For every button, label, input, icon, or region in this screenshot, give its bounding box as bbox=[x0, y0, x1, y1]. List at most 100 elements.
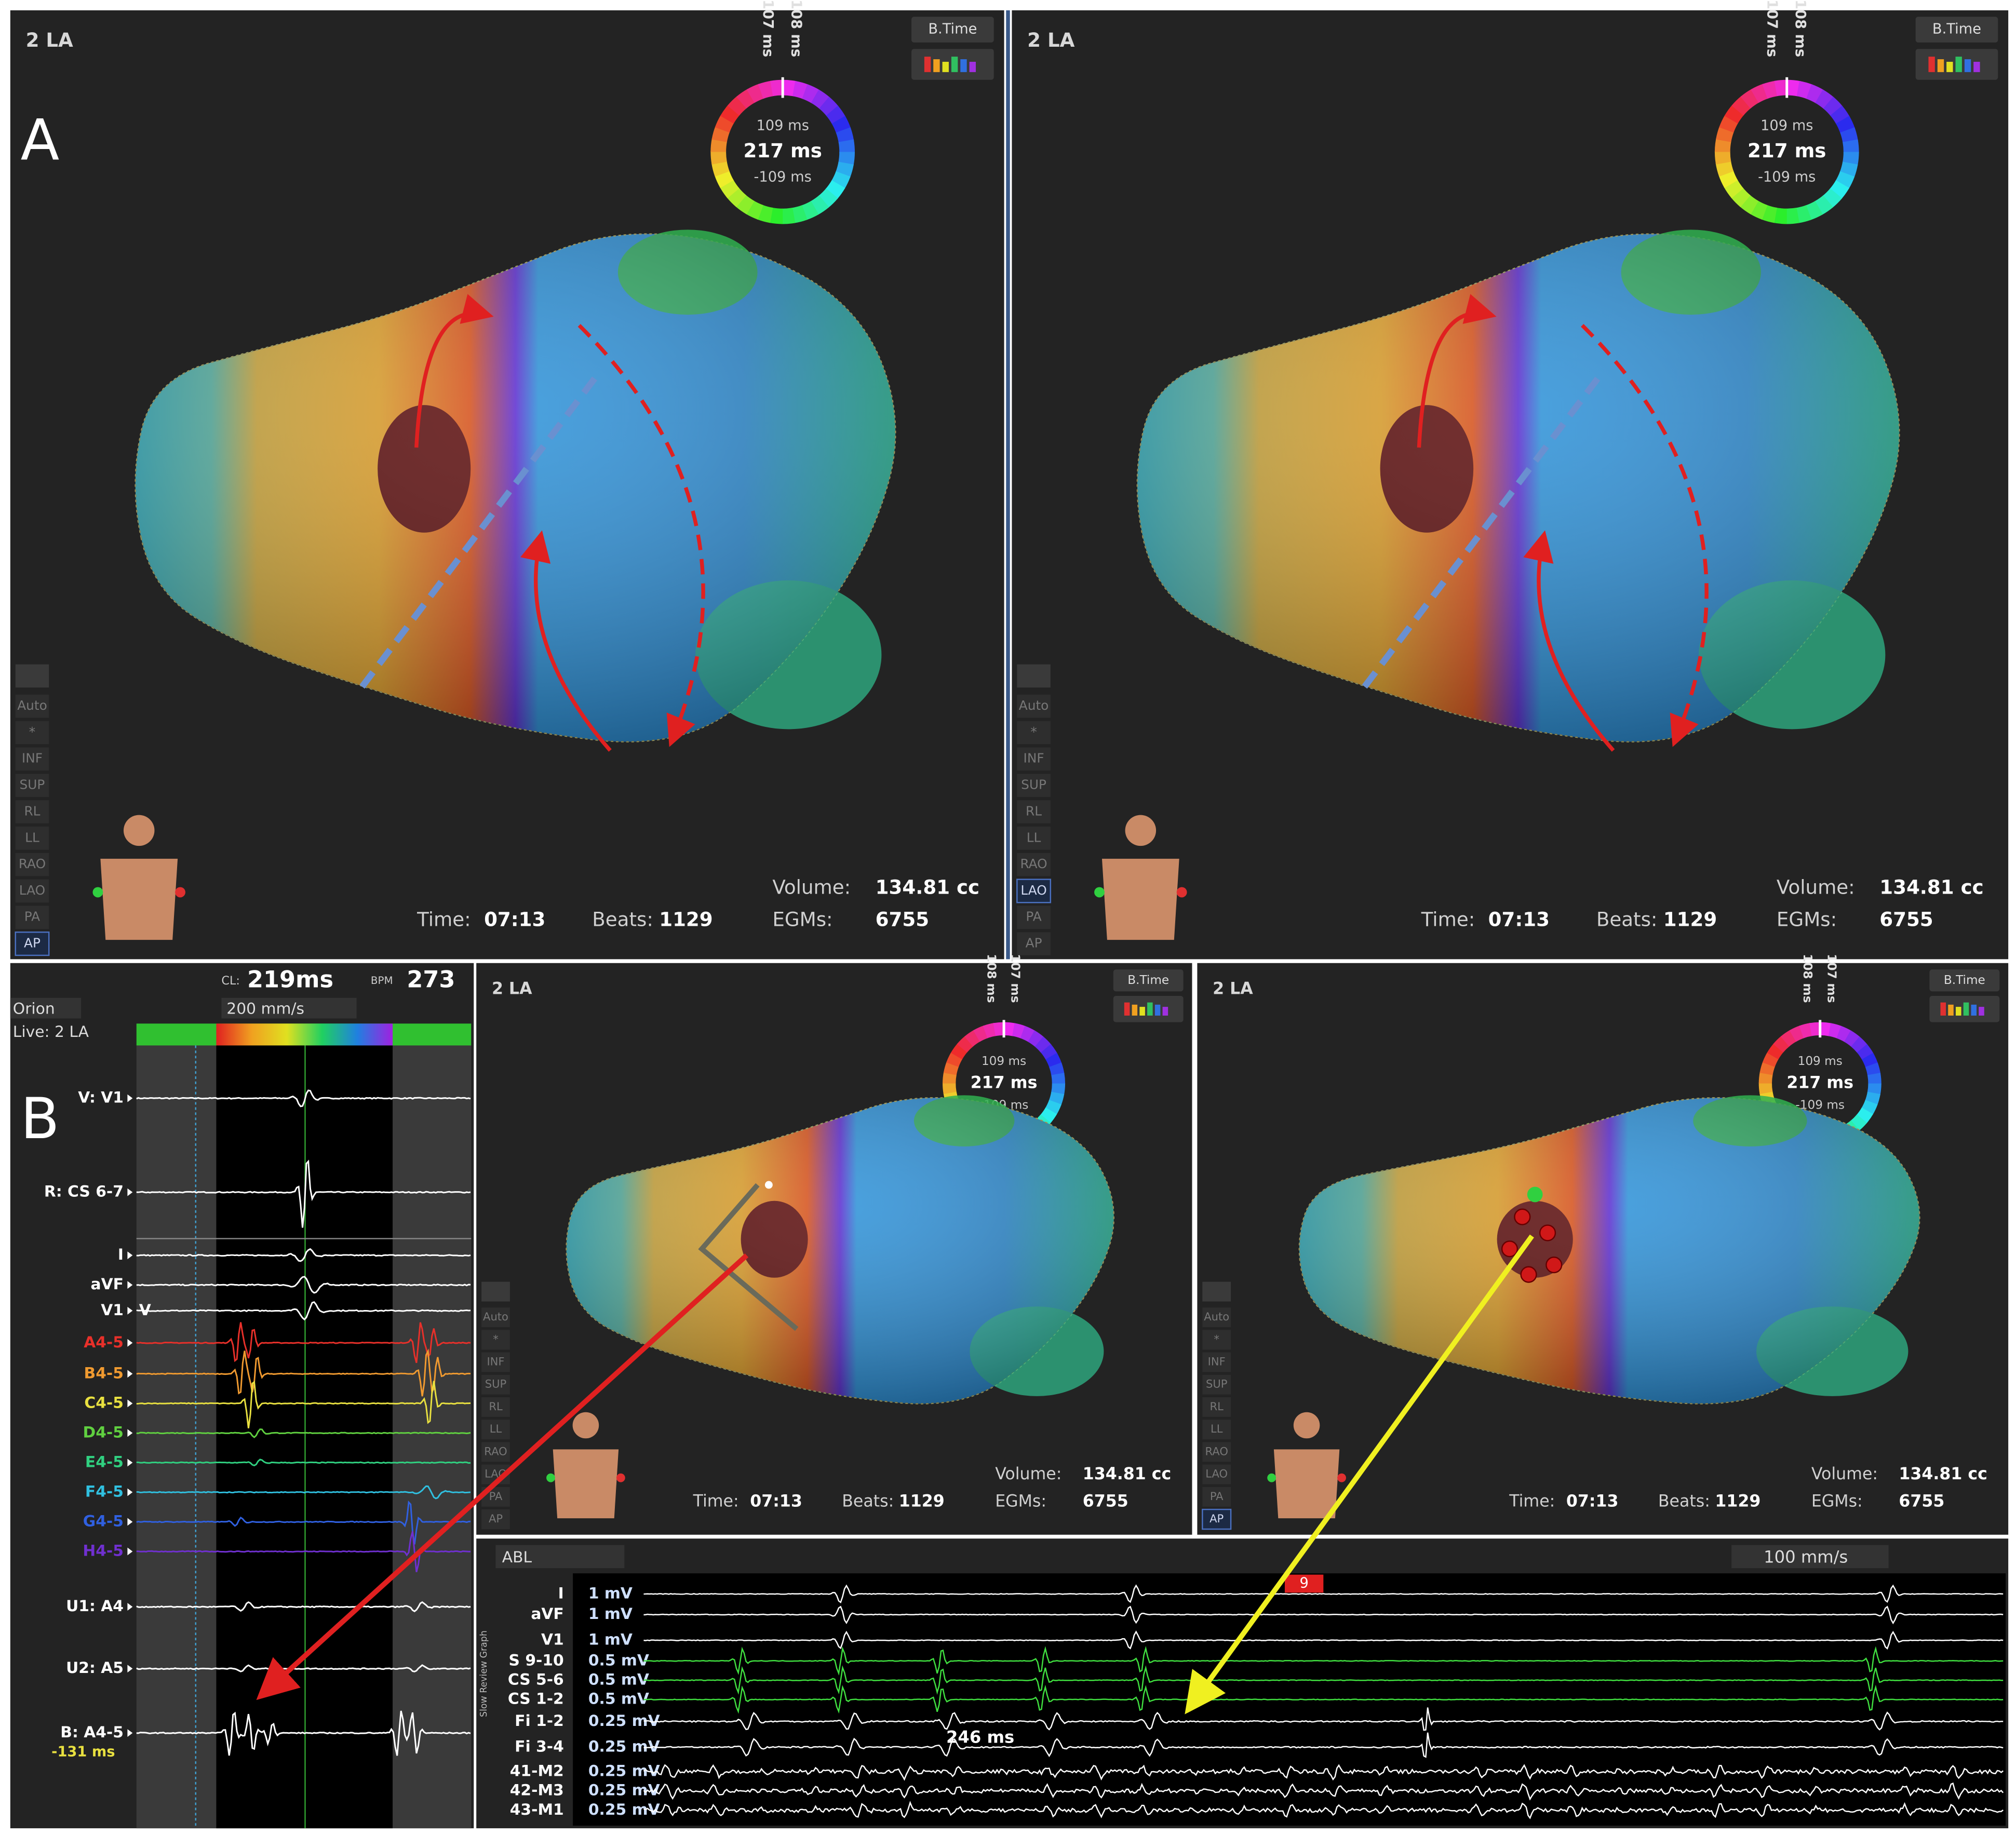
speed-select[interactable] bbox=[221, 997, 357, 1019]
view-button[interactable] bbox=[1017, 932, 1051, 955]
stat-value: 07:13 bbox=[484, 908, 545, 930]
view-button[interactable] bbox=[1202, 1374, 1231, 1395]
mode-label[interactable]: B.Time bbox=[1944, 973, 1985, 987]
view-label[interactable]: INF bbox=[22, 751, 43, 766]
view-button[interactable] bbox=[15, 721, 49, 745]
mode-button[interactable] bbox=[1915, 17, 1998, 43]
view-button[interactable] bbox=[15, 906, 49, 929]
view-button[interactable] bbox=[1202, 1442, 1231, 1462]
view-label[interactable]: PA bbox=[1210, 1490, 1224, 1503]
view-label[interactable]: PA bbox=[489, 1490, 503, 1503]
view-label[interactable]: LL bbox=[25, 830, 39, 845]
view-label[interactable]: SUP bbox=[1206, 1378, 1227, 1391]
view-label[interactable]: SUP bbox=[485, 1378, 506, 1391]
view-button[interactable] bbox=[15, 774, 49, 797]
review-catheter[interactable]: ABL bbox=[502, 1548, 532, 1567]
view-label[interactable]: AP bbox=[489, 1512, 503, 1525]
view-label[interactable]: INF bbox=[487, 1355, 504, 1368]
mode-button[interactable] bbox=[1929, 969, 2000, 992]
view-button[interactable] bbox=[1016, 879, 1052, 903]
view-button[interactable] bbox=[15, 932, 50, 956]
view-button[interactable] bbox=[1017, 800, 1051, 824]
view-button[interactable] bbox=[1017, 694, 1051, 718]
view-button[interactable] bbox=[1202, 1352, 1231, 1372]
view-button[interactable] bbox=[481, 1420, 510, 1440]
view-label[interactable]: LAO bbox=[1205, 1467, 1228, 1480]
view-button[interactable] bbox=[481, 1330, 510, 1350]
mode-label[interactable]: B.Time bbox=[1127, 973, 1169, 987]
view-label[interactable]: RAO bbox=[1020, 856, 1047, 871]
view-label[interactable]: LL bbox=[1211, 1422, 1223, 1435]
view-label[interactable]: INF bbox=[1208, 1355, 1226, 1368]
view-button[interactable] bbox=[481, 1397, 510, 1417]
view-label[interactable]: SUP bbox=[1021, 777, 1046, 792]
catheter-name[interactable]: Orion bbox=[13, 1000, 55, 1018]
mode-button[interactable] bbox=[911, 17, 994, 43]
review-speed[interactable]: 100 mm/s bbox=[1764, 1547, 1848, 1567]
view-label[interactable]: LL bbox=[490, 1422, 502, 1435]
view-button[interactable] bbox=[15, 747, 49, 771]
view-label[interactable]: * bbox=[1214, 1332, 1219, 1345]
speed-select[interactable] bbox=[1731, 1545, 1889, 1569]
view-label[interactable]: RAO bbox=[484, 1445, 507, 1457]
view-button[interactable] bbox=[15, 694, 49, 718]
view-label[interactable]: * bbox=[29, 724, 35, 739]
view-button[interactable] bbox=[481, 1307, 510, 1328]
view-label[interactable]: PA bbox=[1026, 909, 1041, 924]
view-button[interactable] bbox=[15, 800, 49, 824]
view-button[interactable] bbox=[1202, 1508, 1232, 1530]
view-label[interactable]: SUP bbox=[20, 777, 45, 792]
view-button[interactable] bbox=[1017, 906, 1051, 929]
view-label[interactable]: AP bbox=[24, 936, 41, 951]
view-label[interactable]: Auto bbox=[483, 1310, 508, 1323]
view-label[interactable]: RL bbox=[1210, 1400, 1224, 1413]
view-button[interactable] bbox=[481, 1509, 510, 1529]
mode-label[interactable]: B.Time bbox=[928, 21, 977, 37]
view-label[interactable]: INF bbox=[1024, 751, 1044, 766]
view-button[interactable] bbox=[1017, 774, 1051, 797]
view-label[interactable]: AP bbox=[1209, 1512, 1224, 1525]
view-button[interactable] bbox=[1202, 1307, 1231, 1328]
view-label[interactable]: * bbox=[1030, 724, 1037, 739]
mode-button[interactable] bbox=[1113, 969, 1184, 992]
view-label[interactable]: LL bbox=[1027, 830, 1041, 845]
view-button[interactable] bbox=[1202, 1330, 1231, 1350]
view-label[interactable]: RAO bbox=[19, 856, 46, 871]
view-label[interactable]: Auto bbox=[1019, 698, 1049, 713]
view-button[interactable] bbox=[1202, 1464, 1231, 1484]
view-button[interactable] bbox=[1202, 1487, 1231, 1507]
view-button[interactable] bbox=[1017, 721, 1051, 745]
view-button[interactable] bbox=[481, 1352, 510, 1372]
view-label[interactable]: RAO bbox=[1205, 1445, 1228, 1457]
tool-button[interactable] bbox=[481, 1281, 510, 1302]
tool-button[interactable] bbox=[1017, 664, 1051, 688]
catheter-select[interactable] bbox=[495, 1545, 625, 1569]
tool-button[interactable] bbox=[15, 664, 49, 688]
view-button[interactable] bbox=[1202, 1397, 1231, 1417]
view-label[interactable]: Auto bbox=[17, 698, 47, 713]
view-label[interactable]: LAO bbox=[1020, 883, 1046, 898]
catheter-select[interactable] bbox=[10, 997, 82, 1019]
view-button[interactable] bbox=[15, 826, 49, 850]
view-button[interactable] bbox=[15, 853, 49, 876]
view-button[interactable] bbox=[1017, 826, 1051, 850]
sweep-speed[interactable]: 200 mm/s bbox=[226, 1000, 304, 1018]
view-button[interactable] bbox=[1017, 853, 1051, 876]
view-label[interactable]: AP bbox=[1026, 936, 1042, 951]
view-button[interactable] bbox=[15, 879, 49, 903]
tool-button[interactable] bbox=[1202, 1281, 1231, 1302]
view-label[interactable]: RL bbox=[489, 1400, 503, 1413]
view-label[interactable]: LAO bbox=[19, 883, 45, 898]
mode-label[interactable]: B.Time bbox=[1932, 21, 1981, 37]
view-button[interactable] bbox=[481, 1374, 510, 1395]
view-button[interactable] bbox=[1017, 747, 1051, 771]
view-label[interactable]: RL bbox=[1026, 803, 1042, 818]
view-button[interactable] bbox=[1202, 1420, 1231, 1440]
view-label[interactable]: RL bbox=[24, 803, 40, 818]
view-label[interactable]: PA bbox=[24, 909, 40, 924]
view-label[interactable]: * bbox=[493, 1332, 499, 1345]
timing-label: -131 ms bbox=[51, 1744, 115, 1760]
view-label[interactable]: Auto bbox=[1204, 1310, 1229, 1323]
view-button[interactable] bbox=[481, 1442, 510, 1462]
